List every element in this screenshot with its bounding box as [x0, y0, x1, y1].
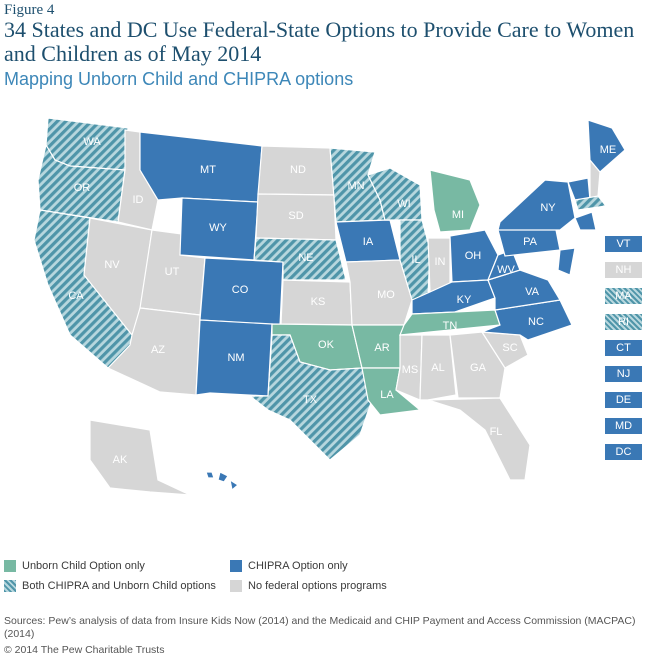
state-label-in: IN: [435, 256, 446, 268]
state-label-hi: HI: [237, 494, 248, 506]
state-label-mo: MO: [377, 289, 395, 301]
ne-state-dc: DC: [605, 444, 642, 460]
legend-swatch-chipra: [230, 560, 242, 572]
state-shape-extra: [229, 478, 240, 492]
legend-label-none: No federal options programs: [248, 580, 387, 592]
ne-state-md: MD: [605, 418, 642, 434]
state-label-oh: OH: [465, 250, 482, 262]
state-shape-mi: [429, 169, 481, 233]
chart-title: 34 States and DC Use Federal-State Optio…: [4, 17, 635, 66]
us-map: WA OR CA ID NV UT AZ MT WY CO NM ND SD NE KS OK TX MN IA MO…: [33, 117, 626, 506]
figure-label: Figure 4: [4, 2, 55, 18]
legend-chipra: CHIPRA Option only: [230, 560, 348, 572]
state-shape-ga: [449, 331, 506, 399]
state-label-al: AL: [431, 362, 444, 374]
state-label-wv: WV: [497, 264, 515, 276]
state-shape-ms: [395, 334, 423, 401]
ne-state-ma: MA: [605, 288, 642, 304]
state-label-mi: MI: [452, 209, 464, 221]
state-label-sc: SC: [502, 342, 517, 354]
ne-state-ct: CT: [605, 340, 642, 356]
state-label-wi: WI: [397, 198, 410, 210]
ne-state-nj: NJ: [605, 366, 642, 382]
state-label-ky: KY: [457, 294, 472, 306]
legend-swatch-both: [4, 580, 16, 592]
state-label-ga: GA: [470, 362, 487, 374]
state-label-fl: FL: [490, 426, 503, 438]
state-shape-tx: [248, 334, 373, 461]
state-label-tx: TX: [303, 394, 318, 406]
state-shape-hi: [205, 471, 215, 479]
state-label-mn: MN: [347, 180, 364, 192]
state-label-nm: NM: [227, 352, 244, 364]
state-label-ne: NE: [298, 252, 313, 264]
state-label-va: VA: [525, 286, 540, 298]
ne-state-ri: RI: [605, 314, 642, 330]
state-label-la: LA: [380, 389, 394, 401]
ne-state-nh: NH: [605, 262, 642, 278]
legend-none: No federal options programs: [230, 580, 387, 592]
state-label-ks: KS: [311, 296, 326, 308]
state-label-pa: PA: [523, 236, 538, 248]
state-label-ca: CA: [68, 290, 84, 302]
ne-state-vt: VT: [605, 236, 642, 252]
state-label-ia: IA: [363, 236, 374, 248]
state-shape-extra: [574, 195, 608, 211]
state-shape-ak: [89, 419, 191, 496]
state-label-ok: OK: [318, 339, 335, 351]
state-label-sd: SD: [288, 210, 303, 222]
state-shape-extra: [574, 211, 597, 231]
state-shape-al: [419, 334, 457, 401]
legend-swatch-unborn: [4, 560, 16, 572]
state-shape-ny: [497, 179, 576, 231]
state-label-nc: NC: [528, 316, 544, 328]
legend-label-chipra: CHIPRA Option only: [248, 560, 348, 572]
state-label-co: CO: [232, 284, 249, 296]
state-shape-fl: [427, 397, 531, 481]
legend-label-unborn: Unborn Child Option only: [22, 560, 145, 572]
state-label-wy: WY: [209, 222, 227, 234]
state-label-az: AZ: [151, 344, 165, 356]
legend-both: Both CHIPRA and Unborn Child options: [4, 580, 216, 592]
state-label-nd: ND: [290, 164, 306, 176]
state-label-me: ME: [600, 144, 617, 156]
legend-unborn: Unborn Child Option only: [4, 560, 145, 572]
state-label-il: IL: [411, 254, 420, 266]
state-shape-extra: [557, 247, 576, 276]
legend-swatch-none: [230, 580, 242, 592]
state-label-id: ID: [133, 194, 144, 206]
state-label-or: OR: [74, 182, 91, 194]
state-label-tn: TN: [443, 320, 458, 332]
state-label-ar: AR: [374, 342, 389, 354]
copyright: © 2014 The Pew Charitable Trusts: [4, 644, 165, 656]
ne-state-de: DE: [605, 392, 642, 408]
sources-note: Sources: Pew’s analysis of data from Ins…: [4, 615, 636, 640]
state-shape-me: [587, 119, 626, 173]
state-label-ny: NY: [540, 202, 556, 214]
state-label-nv: NV: [104, 259, 120, 271]
state-label-ms: MS: [402, 364, 419, 376]
state-shape-nm: [195, 319, 273, 397]
state-shape-extra: [217, 471, 229, 483]
legend-label-both: Both CHIPRA and Unborn Child options: [22, 580, 216, 592]
state-label-ut: UT: [165, 266, 180, 278]
chart-subtitle: Mapping Unborn Child and CHIPRA options: [4, 69, 354, 89]
state-shape-nc: [481, 299, 573, 341]
state-label-wa: WA: [83, 136, 101, 148]
state-label-ak: AK: [113, 454, 128, 466]
state-label-mt: MT: [200, 164, 216, 176]
